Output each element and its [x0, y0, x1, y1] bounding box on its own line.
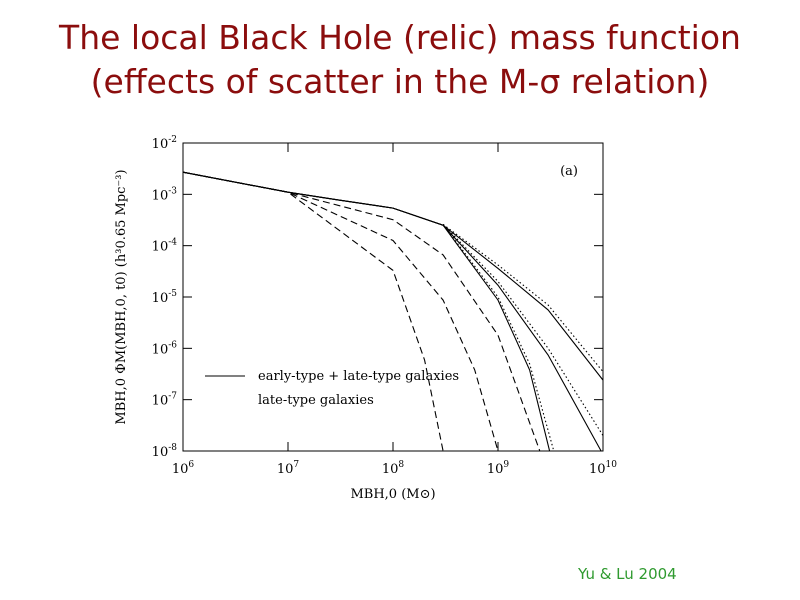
data-line	[182, 171, 551, 452]
legend-label: late-type galaxies	[258, 393, 374, 408]
slide-title: The local Black Hole (relic) mass functi…	[59, 18, 741, 57]
legend-label: early-type + late-type galaxies	[258, 369, 459, 384]
slide-title: (effects of scatter in the M-σ relation)	[90, 62, 710, 101]
data-line	[442, 223, 604, 373]
y-axis-label: MBH,0 ΦM(MBH,0, t0) (h³0.65 Mpc⁻³)	[114, 169, 129, 424]
x-tick-label: 108	[382, 460, 405, 477]
x-tick-label: 109	[487, 460, 510, 477]
y-tick-label: 10-6	[152, 340, 178, 357]
y-tick-label: 10-5	[152, 289, 178, 306]
y-tick-label: 10-4	[152, 238, 178, 255]
data-line	[182, 171, 444, 452]
data-line	[182, 171, 604, 381]
x-tick-label: 106	[172, 460, 195, 477]
x-axis-label: MBH,0 (M⊙)	[350, 487, 435, 502]
y-tick-label: 10-3	[152, 186, 178, 203]
x-tick-label: 107	[277, 460, 300, 477]
x-tick-label: 1010	[589, 460, 617, 477]
y-tick-label: 10-2	[152, 135, 177, 152]
credit: Yu & Lu 2004	[578, 565, 677, 583]
data-line	[182, 171, 499, 452]
data-line	[442, 224, 604, 436]
y-tick-label: 10-8	[152, 443, 178, 460]
y-tick-label: 10-7	[152, 392, 178, 409]
annotation: (a)	[560, 164, 578, 179]
data-line	[182, 171, 541, 452]
data-line	[182, 171, 602, 452]
plot-frame	[182, 142, 604, 452]
